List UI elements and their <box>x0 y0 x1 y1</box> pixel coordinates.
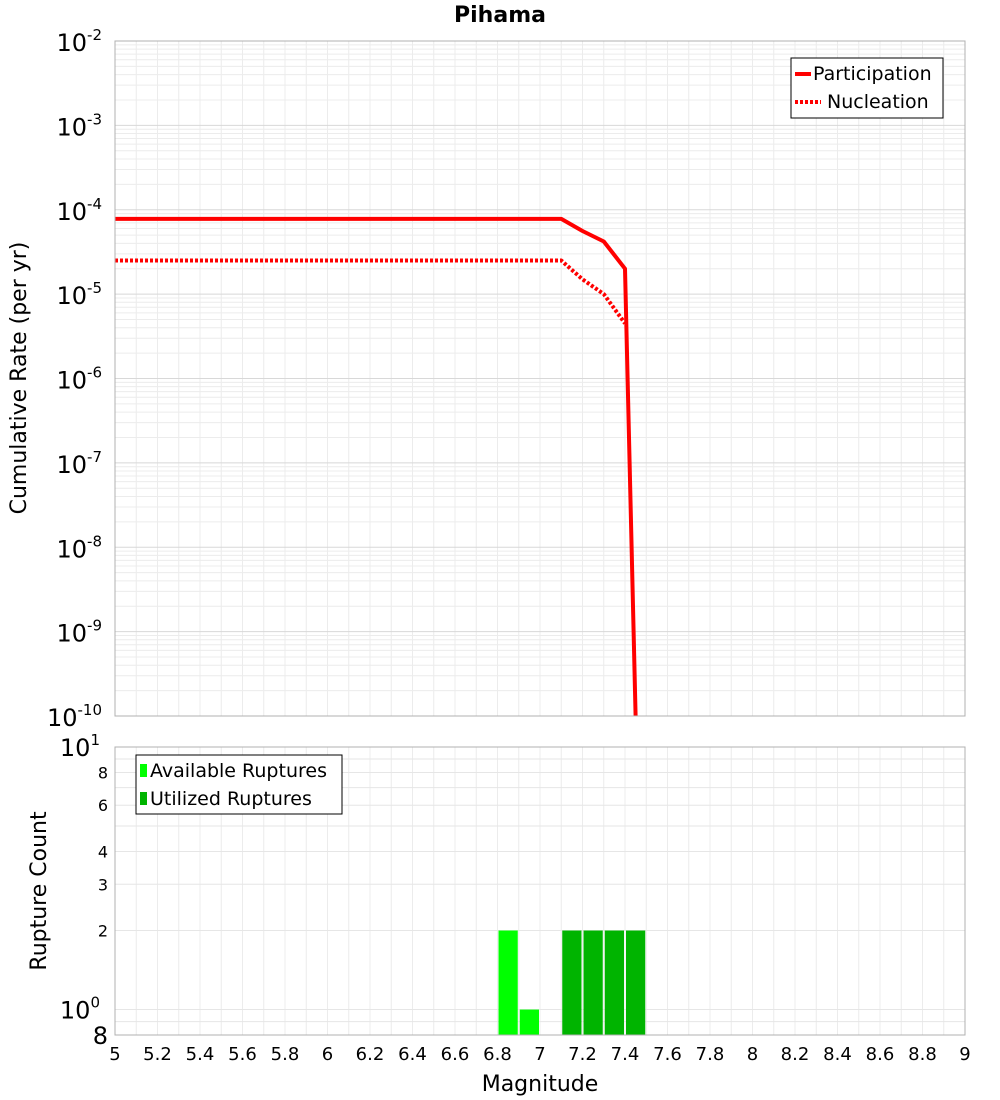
top-y-tick-label: 10-3 <box>56 110 102 141</box>
x-tick-label: 9 <box>959 1044 970 1065</box>
top-y-tick-label: 10-5 <box>56 279 102 310</box>
top-y-tick-label: 10-2 <box>56 26 102 57</box>
bottom-y-tick-label: 8 <box>93 1022 108 1050</box>
chart-title: Pihama <box>454 3 546 28</box>
x-tick-label: 8.4 <box>823 1044 852 1065</box>
x-tick-label: 5.2 <box>143 1044 172 1065</box>
legend-utilized-swatch <box>140 792 147 805</box>
x-axis-label: Magnitude <box>482 1072 599 1097</box>
top-y-tick-label: 10-10 <box>47 701 102 732</box>
x-tick-label: 7.2 <box>568 1044 597 1065</box>
x-tick-label: 7.6 <box>653 1044 682 1065</box>
x-tick-label: 8.6 <box>866 1044 895 1065</box>
top-legend: Participation Nucleation <box>790 57 944 119</box>
bottom-legend-box <box>135 754 343 815</box>
x-tick-label: 8 <box>747 1044 758 1065</box>
bar-utilized-ruptures <box>562 930 582 1035</box>
legend-participation-label: Participation <box>813 63 932 85</box>
bottom-y-tick-label: 3 <box>98 875 108 894</box>
legend-available-swatch <box>140 764 147 777</box>
top-y-tick-label: 10-9 <box>56 617 102 648</box>
x-tick-label: 7.8 <box>696 1044 725 1065</box>
bottom-y-tick-label: 4 <box>98 842 108 861</box>
bottom-y-axis-label: Rupture Count <box>27 811 52 971</box>
bottom-y-tick-label: 100 <box>60 994 100 1025</box>
bottom-y-tick-label: 8 <box>98 763 108 782</box>
x-tick-label: 8.8 <box>908 1044 937 1065</box>
top-y-axis-label: Cumulative Rate (per yr) <box>7 242 32 515</box>
bottom-y-tick-label: 2 <box>98 922 108 941</box>
x-tick-label: 5 <box>109 1044 120 1065</box>
top-grid <box>114 41 966 717</box>
top-plot-frame <box>114 40 966 717</box>
x-tick-label: 6.8 <box>483 1044 512 1065</box>
top-y-tick-label: 10-4 <box>56 195 102 226</box>
bottom-y-tick-label: 6 <box>98 796 108 815</box>
bar-utilized-ruptures <box>626 930 646 1035</box>
x-tick-label: 6.4 <box>398 1044 427 1065</box>
bottom-plot-frame <box>114 746 966 1036</box>
x-tick-label: 6.6 <box>441 1044 470 1065</box>
x-tick-label: 5.6 <box>228 1044 257 1065</box>
bar-utilized-ruptures <box>604 930 624 1035</box>
top-series-lines <box>115 216 638 717</box>
legend-nucleation-label: Nucleation <box>827 91 929 113</box>
x-tick-label: 7 <box>534 1044 545 1065</box>
top-y-tick-label: 10-8 <box>56 532 102 563</box>
top-y-tick-label: 10-6 <box>56 364 102 395</box>
series-line-nucleation <box>115 258 627 325</box>
bar-utilized-ruptures <box>583 930 603 1035</box>
bottom-y-tick-label: 101 <box>60 731 100 762</box>
x-tick-label: 7.4 <box>611 1044 640 1065</box>
x-tick-label: 5.4 <box>186 1044 215 1065</box>
bottom-legend: Available Ruptures Utilized Ruptures <box>135 754 343 815</box>
legend-available-label: Available Ruptures <box>150 760 327 782</box>
bar-available-ruptures <box>498 930 518 1035</box>
x-tick-labels: 5 5.2 5.4 5.6 5.8 6 6.2 6.4 6.6 6.8 7 7.2 7.4 7.6 7.8 8… <box>109 1044 970 1065</box>
x-tick-label: 5.8 <box>271 1044 300 1065</box>
bar-available-ruptures <box>519 1009 539 1035</box>
top-y-tick-label: 10-7 <box>56 448 102 479</box>
top-legend-box <box>790 57 944 119</box>
x-tick-label: 6.2 <box>356 1044 385 1065</box>
series-line-participation <box>115 216 638 717</box>
top-y-tick-labels: 10-2 10-3 10-4 10-5 10-6 10-7 10-8 10-9 10-10 <box>47 26 102 732</box>
x-tick-label: 6 <box>322 1044 333 1065</box>
bottom-bars <box>498 930 646 1035</box>
legend-utilized-label: Utilized Ruptures <box>150 788 312 810</box>
x-tick-label: 8.2 <box>781 1044 810 1065</box>
